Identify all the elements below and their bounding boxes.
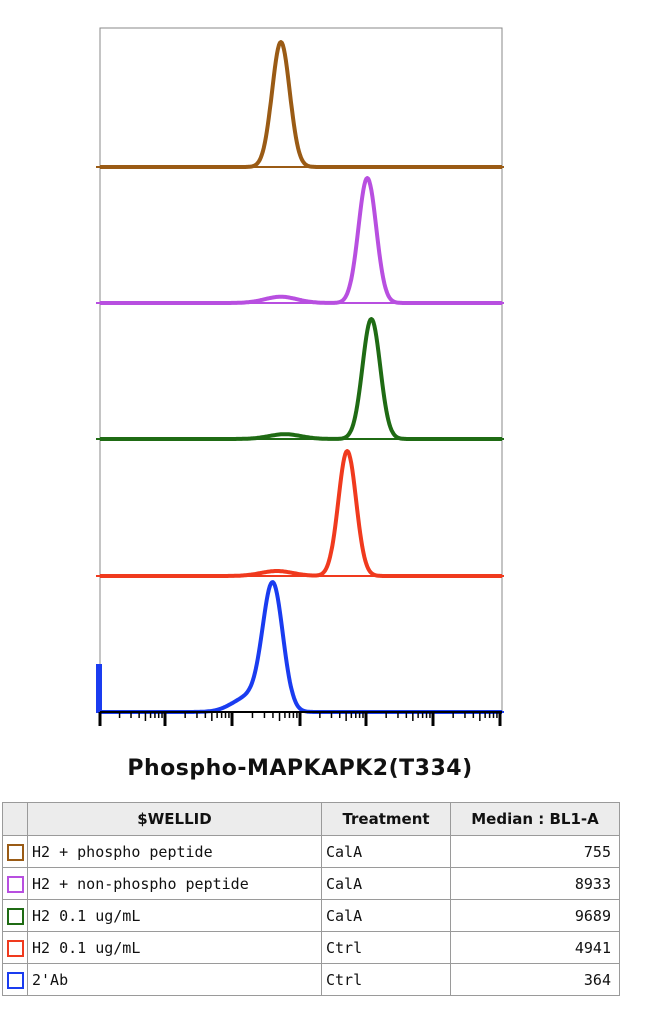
histogram-curve [99,580,503,714]
wellid-cell: H2 + phospho peptide [27,835,322,868]
median-cell: 4941 [450,931,620,964]
histogram-overlay-plot [96,27,504,726]
table-row: H2 0.1 ug/mL Ctrl 4941 [2,931,620,964]
table-row: 2'Ab Ctrl 364 [2,963,620,996]
treatment-cell: Ctrl [321,963,451,996]
median-cell: 8933 [450,867,620,900]
histogram-curve [99,449,503,578]
legend-swatch [6,843,24,861]
legend-swatch-cell [2,931,28,964]
treatment-cell: CalA [321,899,451,932]
wellid-cell: H2 0.1 ug/mL [27,899,322,932]
legend-swatch-cell [2,867,28,900]
legend-swatch-cell [2,963,28,996]
legend-swatch-cell [2,835,28,868]
treatment-cell: CalA [321,835,451,868]
treatment-cell: CalA [321,867,451,900]
legend-swatch-cell [2,899,28,932]
histogram-curve [99,40,503,169]
x-axis-label: Phospho-MAPKAPK2(T334) [127,756,473,781]
histogram-curve [99,317,503,441]
legend-swatch [6,939,24,957]
edge-spike [96,664,102,712]
table-header-row: $WELLID Treatment Median : BL1-A [2,802,620,836]
legend-swatch [6,875,24,893]
table-row: H2 + phospho peptide CalA 755 [2,835,620,868]
plot-frame [99,27,503,713]
table-row: H2 + non-phospho peptide CalA 8933 [2,867,620,900]
swatch-header [2,802,28,836]
treatment-cell: Ctrl [321,931,451,964]
wellid-cell: H2 + non-phospho peptide [27,867,322,900]
wellid-cell: H2 0.1 ug/mL [27,931,322,964]
wellid-cell: 2'Ab [27,963,322,996]
treatment-header: Treatment [321,802,451,836]
median-header: Median : BL1-A [450,802,620,836]
legend-swatch [6,971,24,989]
median-cell: 364 [450,963,620,996]
legend-table: $WELLID Treatment Median : BL1-A H2 + ph… [2,802,620,996]
table-row: H2 0.1 ug/mL CalA 9689 [2,899,620,932]
median-cell: 755 [450,835,620,868]
median-cell: 9689 [450,899,620,932]
histogram-curve [99,176,503,305]
wellid-header: $WELLID [27,802,322,836]
legend-swatch [6,907,24,925]
